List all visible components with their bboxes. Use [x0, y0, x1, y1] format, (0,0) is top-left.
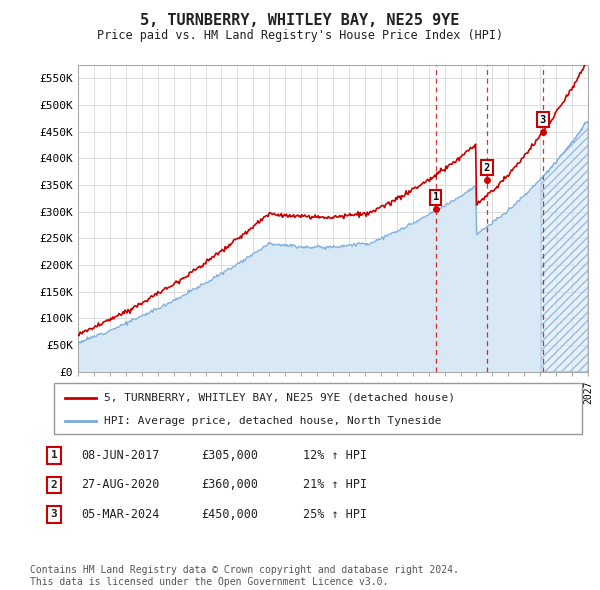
Text: 12% ↑ HPI: 12% ↑ HPI — [303, 449, 367, 462]
Text: £360,000: £360,000 — [201, 478, 258, 491]
Text: £450,000: £450,000 — [201, 508, 258, 521]
Text: 05-MAR-2024: 05-MAR-2024 — [81, 508, 160, 521]
Text: 25% ↑ HPI: 25% ↑ HPI — [303, 508, 367, 521]
Text: 08-JUN-2017: 08-JUN-2017 — [81, 449, 160, 462]
Text: Price paid vs. HM Land Registry's House Price Index (HPI): Price paid vs. HM Land Registry's House … — [97, 29, 503, 42]
Text: 5, TURNBERRY, WHITLEY BAY, NE25 9YE: 5, TURNBERRY, WHITLEY BAY, NE25 9YE — [140, 13, 460, 28]
Text: HPI: Average price, detached house, North Tyneside: HPI: Average price, detached house, Nort… — [104, 416, 442, 426]
Text: 27-AUG-2020: 27-AUG-2020 — [81, 478, 160, 491]
Text: 21% ↑ HPI: 21% ↑ HPI — [303, 478, 367, 491]
Text: 3: 3 — [540, 115, 546, 125]
Text: 2: 2 — [484, 163, 490, 173]
Text: 1: 1 — [433, 192, 439, 202]
Text: £305,000: £305,000 — [201, 449, 258, 462]
Text: 3: 3 — [50, 510, 58, 519]
Text: 5, TURNBERRY, WHITLEY BAY, NE25 9YE (detached house): 5, TURNBERRY, WHITLEY BAY, NE25 9YE (det… — [104, 392, 455, 402]
Text: 1: 1 — [50, 451, 58, 460]
Text: Contains HM Land Registry data © Crown copyright and database right 2024.
This d: Contains HM Land Registry data © Crown c… — [30, 565, 459, 587]
Text: 2: 2 — [50, 480, 58, 490]
